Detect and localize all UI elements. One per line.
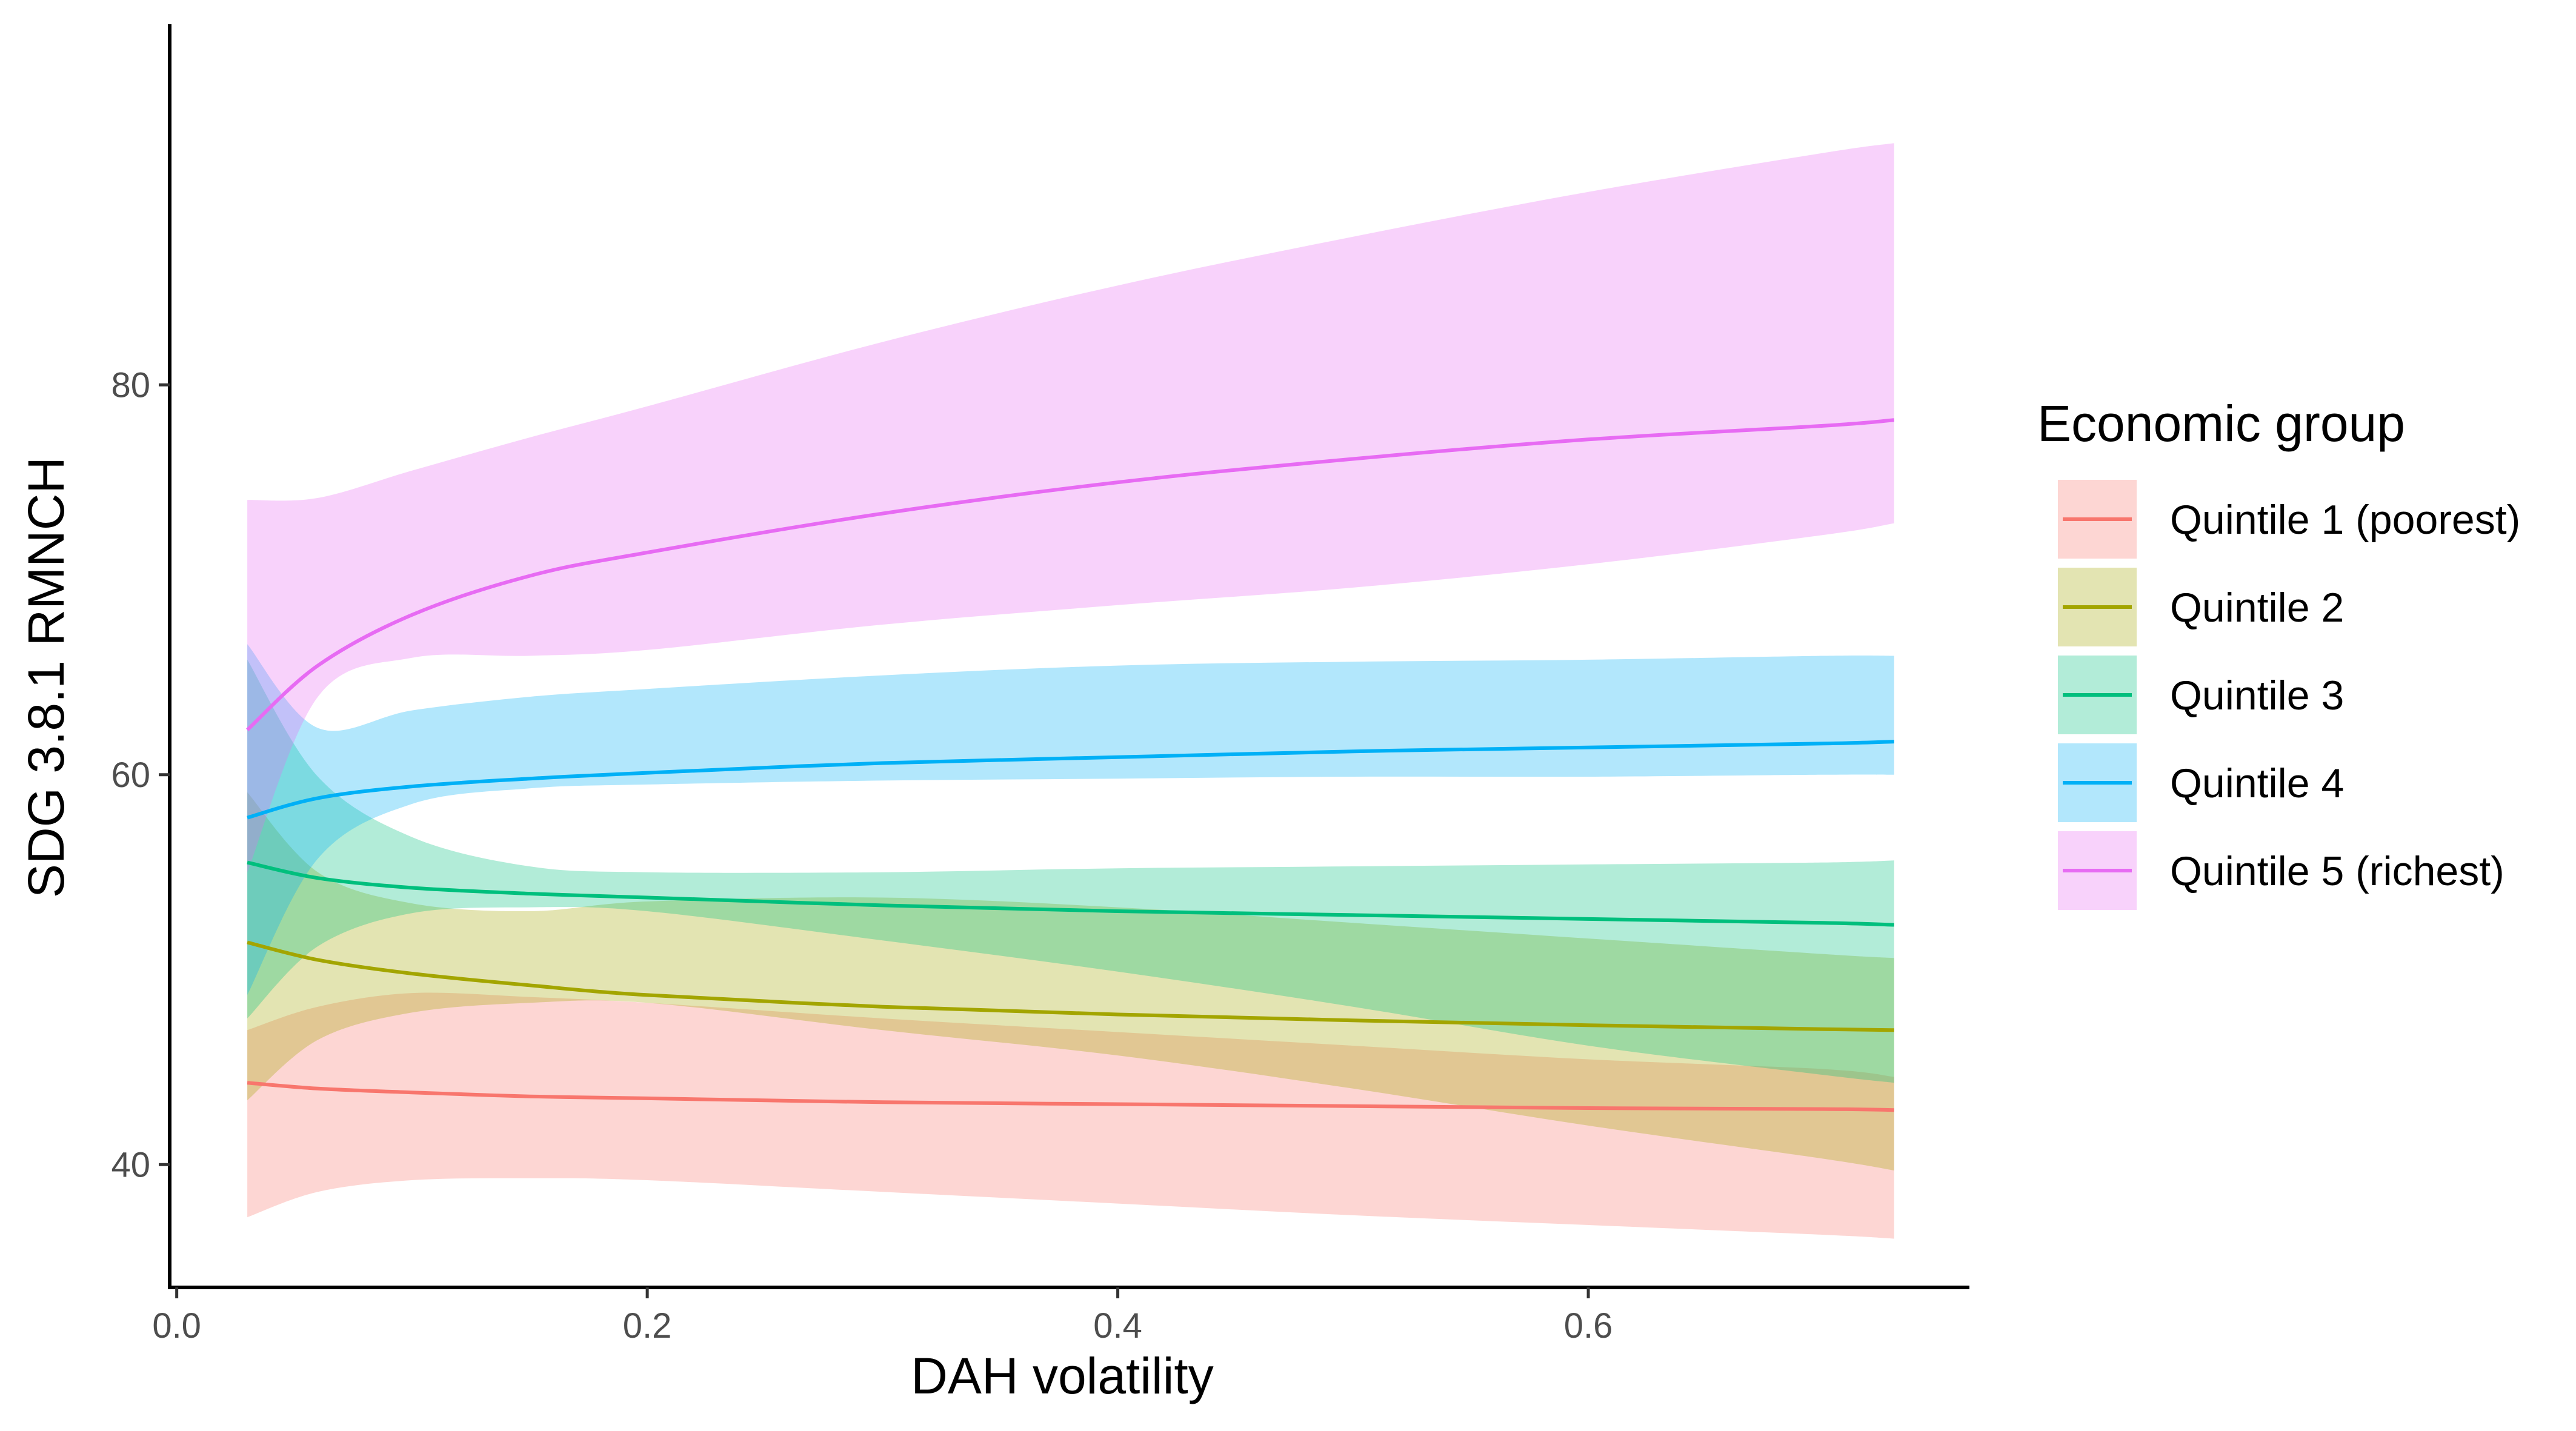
line-quintile-1-poorest [247,1081,1894,1112]
series-lines [246,418,1895,1112]
legend-label: Quintile 4 [2170,760,2344,806]
x-tick-label: 0.6 [1564,1306,1613,1346]
axes: 0.0 0.2 0.4 0.6 40 60 80 [111,24,1969,1346]
x-tick-label: 0.0 [152,1306,201,1346]
legend: Economic group Quintile 1 (poorest) Quint… [2037,395,2520,910]
x-axis-title: DAH volatility [911,1347,1213,1404]
legend-title: Economic group [2037,395,2405,452]
line-quintile-4 [247,740,1894,820]
y-tick-label: 80 [111,365,150,405]
legend-label: Quintile 1 (poorest) [2170,497,2520,543]
line-quintile-5-richest [246,418,1895,732]
line-quintile-3 [247,860,1894,927]
x-tick-label: 0.4 [1093,1306,1142,1346]
ribbon-quintile-2 [247,792,1894,1170]
line-quintile-2 [247,940,1894,1032]
ribbon-quintile-4 [247,644,1894,995]
ribbon-quintile-3 [247,659,1894,1083]
legend-label: Quintile 5 (richest) [2170,848,2504,894]
legend-label: Quintile 3 [2170,672,2344,719]
y-tick-label: 60 [111,755,150,795]
legend-item-quintile-2: Quintile 2 [2058,568,2344,646]
legend-label: Quintile 2 [2170,585,2344,631]
y-tick-label: 40 [111,1145,150,1184]
y-axis-title: SDG 3.8.1 RMNCH [18,457,75,898]
x-tick-label: 0.2 [623,1306,672,1346]
legend-item-quintile-5-richest: Quintile 5 (richest) [2058,831,2504,910]
confidence-ribbons [247,143,1894,1239]
legend-item-quintile-4: Quintile 4 [2058,743,2344,822]
ribbon-quintile-1-poorest [247,992,1894,1239]
legend-item-quintile-1-poorest: Quintile 1 (poorest) [2058,480,2520,559]
legend-item-quintile-3: Quintile 3 [2058,656,2344,734]
ribbon-quintile-5-richest [247,143,1894,872]
